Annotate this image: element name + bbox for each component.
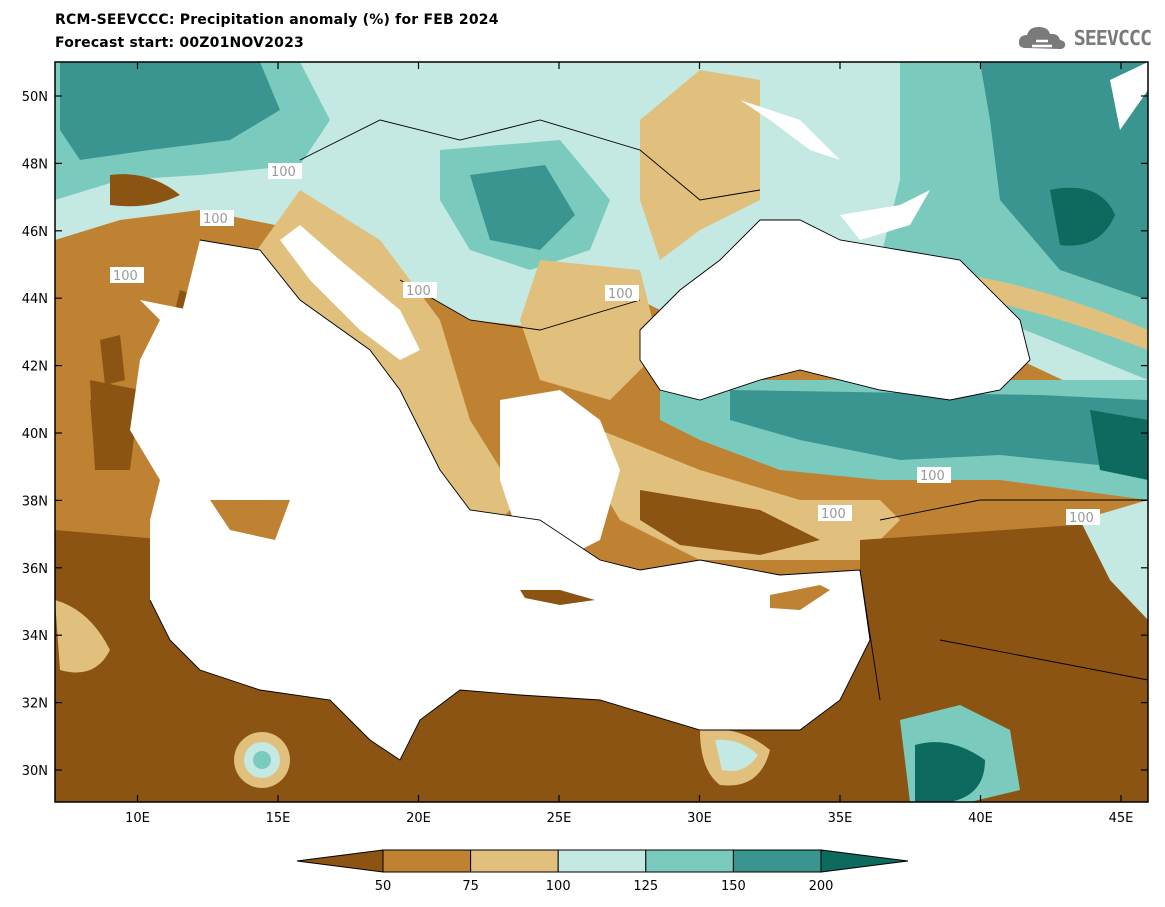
anomaly-field — [55, 62, 1148, 802]
lat-tick-label: 42N — [22, 360, 48, 375]
colorbar-segment — [470, 849, 559, 873]
lon-tick-label: 40E — [968, 811, 993, 826]
longitude-axis: 10E 15E 20E 25E 30E 35E 40E 45E — [125, 62, 1133, 826]
colorbar-segment — [645, 849, 734, 873]
lat-tick-label: 50N — [22, 90, 48, 105]
lat-tick-label: 32N — [22, 697, 48, 712]
colorbar-label: 200 — [809, 879, 834, 894]
contour-labels: 100 100 100 100 100 100 100 100 — [110, 163, 1100, 526]
colorbar-label: 100 — [546, 879, 571, 894]
latitude-axis: 50N 48N 46N 44N 42N 40N 38N 36N 34N 32N 30N — [22, 90, 1148, 779]
contour-label: 100 — [203, 212, 228, 227]
coastlines — [149, 119, 1148, 761]
colorbar-segment — [557, 849, 647, 873]
contour-label: 100 — [406, 284, 431, 299]
lon-tick-label: 35E — [828, 811, 853, 826]
map-title: RCM-SEEVCCC: Precipitation anomaly (%) f… — [55, 12, 499, 28]
contour-label: 100 — [821, 507, 846, 522]
lat-tick-label: 46N — [22, 225, 48, 240]
lon-tick-label: 20E — [406, 811, 431, 826]
colorbar-label: 125 — [633, 879, 658, 894]
cloud-logo-icon — [1018, 27, 1065, 49]
logo-text: SEEVCCC — [1073, 26, 1152, 50]
map-frame — [54, 61, 1149, 803]
lat-tick-label: 34N — [22, 629, 48, 644]
lon-tick-label: 10E — [125, 811, 150, 826]
lat-tick-label: 40N — [22, 427, 48, 442]
colorbar-label: 50 — [375, 879, 392, 894]
contour-label: 100 — [1069, 511, 1094, 526]
lon-tick-label: 45E — [1109, 811, 1134, 826]
seevccc-logo: SEEVCCC — [1016, 22, 1152, 54]
lon-tick-label: 25E — [547, 811, 572, 826]
lat-tick-label: 36N — [22, 562, 48, 577]
lat-tick-label: 38N — [22, 494, 48, 509]
lat-tick-label: 44N — [22, 292, 48, 307]
lon-tick-label: 30E — [687, 811, 712, 826]
contour-label: 100 — [608, 287, 633, 302]
colorbar-segment — [296, 849, 384, 873]
colorbar-label: 150 — [721, 879, 746, 894]
contour-label: 100 — [271, 165, 296, 180]
colorbar-segment — [382, 849, 472, 873]
contour-label: 100 — [920, 469, 945, 484]
colorbar: 50 75 100 125 150 200 — [296, 849, 909, 894]
lat-tick-label: 30N — [22, 764, 48, 779]
colorbar-label: 75 — [462, 879, 479, 894]
forecast-start-subtitle: Forecast start: 00Z01NOV2023 — [55, 35, 304, 51]
colorbar-segment — [732, 849, 822, 873]
colorbar-segment — [820, 849, 909, 873]
contour-label: 100 — [113, 269, 138, 284]
lat-tick-label: 48N — [22, 157, 48, 172]
lon-tick-label: 15E — [266, 811, 291, 826]
